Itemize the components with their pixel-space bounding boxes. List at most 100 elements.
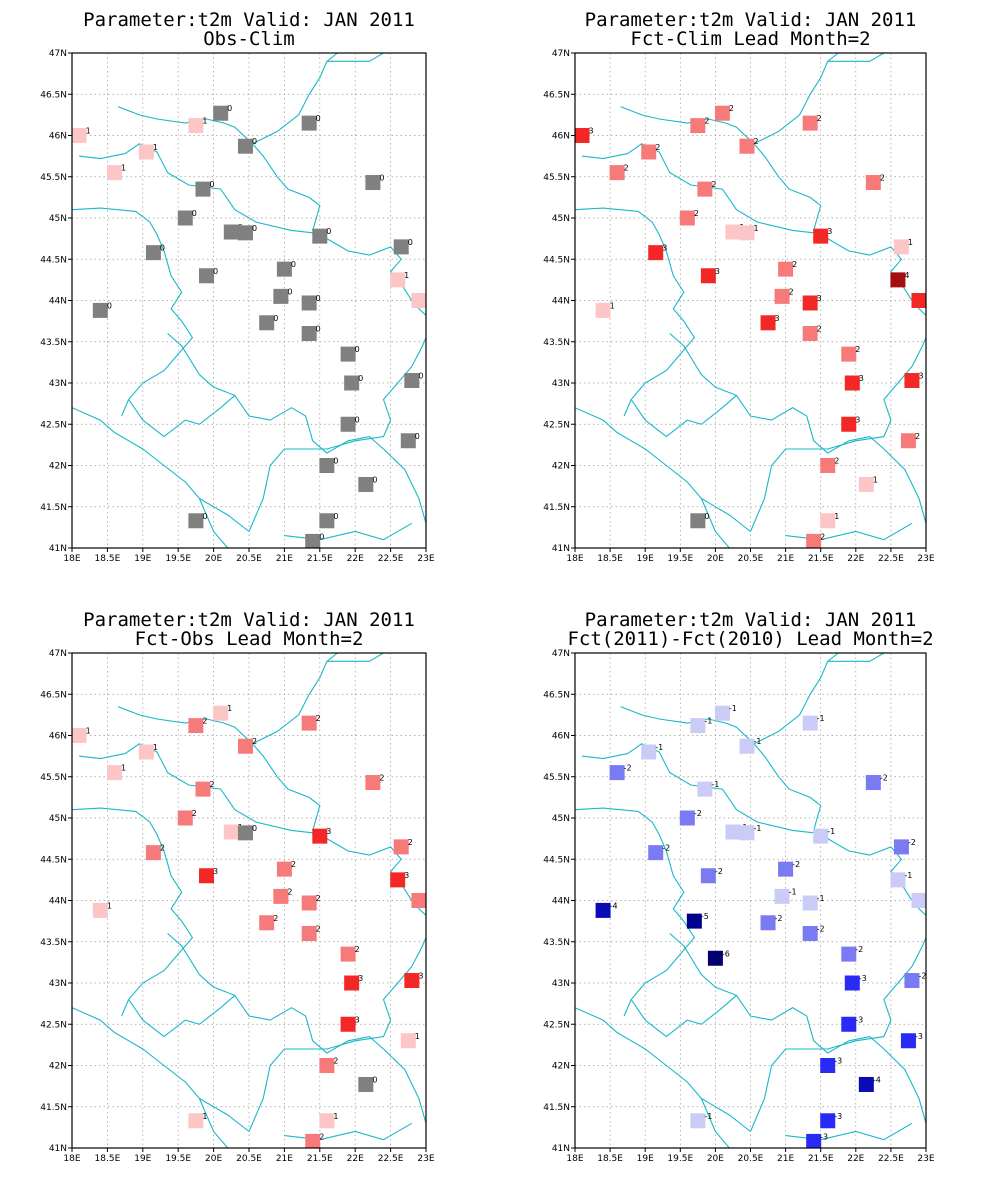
station-value-label: 0 [209, 180, 214, 189]
y-tick-label: 44N [49, 297, 67, 307]
y-tick-label: 45N [552, 814, 570, 824]
station-marker [595, 302, 611, 318]
station-marker [319, 1058, 335, 1073]
y-tick-label: 47N [49, 649, 67, 659]
border-line [117, 706, 426, 916]
border-line [117, 106, 426, 316]
station-marker [714, 105, 730, 121]
station-marker [802, 326, 818, 341]
border-line [167, 333, 384, 454]
station-marker [707, 950, 723, 966]
station-value-label: 2 [729, 104, 734, 113]
border-line [252, 653, 338, 745]
x-tick-label: 19E [134, 554, 151, 564]
border-line [383, 448, 426, 524]
border-line [827, 53, 885, 62]
x-tick-label: 20.5E [236, 1154, 262, 1164]
y-tick-label: 47N [552, 649, 570, 659]
station-marker [739, 225, 755, 241]
x-tick-label: 18E [63, 1154, 80, 1164]
station-value-label: 3 [855, 415, 860, 424]
station-marker [904, 373, 920, 389]
station-value-label: 1 [121, 764, 126, 773]
x-tick-label: 20E [707, 554, 724, 564]
station-value-label: -6 [722, 949, 730, 958]
station-value-label: -2 [880, 774, 888, 783]
station-value-label: 2 [160, 844, 165, 853]
station-value-label: 3 [859, 374, 864, 383]
station-value-label: 1 [86, 127, 91, 136]
station-value-label: 1 [86, 727, 91, 736]
station-marker [358, 1076, 374, 1092]
station-marker [301, 115, 317, 131]
station-marker [92, 302, 108, 318]
y-tick-label: 41N [552, 544, 570, 554]
y-tick-label: 44N [552, 297, 570, 307]
border-line [575, 807, 695, 1017]
border-line [753, 653, 839, 745]
x-tick-label: 22E [847, 1154, 864, 1164]
y-tick-label: 41N [49, 544, 67, 554]
station-marker [774, 888, 790, 904]
panel-title: Parameter:t2m Valid: JAN 2011 [585, 609, 917, 631]
station-marker [400, 1033, 416, 1049]
station-value-label: 3 [827, 227, 832, 236]
station-marker [700, 868, 716, 884]
station-value-label: -3 [820, 1132, 828, 1141]
station-value-label: -1 [753, 737, 761, 746]
station-value-label: 1 [121, 164, 126, 173]
border-line [581, 743, 814, 834]
station-marker [259, 315, 275, 331]
station-marker [841, 416, 857, 432]
station-marker [893, 839, 909, 855]
station-marker [213, 705, 229, 721]
station-value-label: 0 [379, 174, 384, 183]
station-marker [890, 872, 906, 888]
station-marker [858, 476, 874, 492]
station-value-label: 2 [209, 780, 214, 789]
station-value-label: 2 [287, 887, 292, 896]
station-marker [92, 902, 108, 918]
station-marker [806, 533, 822, 548]
x-tick-label: 19E [134, 1154, 151, 1164]
station-marker [411, 893, 426, 908]
station-value-label: 0 [372, 1075, 377, 1084]
station-marker [188, 118, 204, 134]
station-value-label: 2 [817, 325, 822, 334]
station-value-label: -3 [915, 1032, 923, 1041]
y-tick-label: 44.5N [40, 855, 67, 865]
station-marker [301, 295, 317, 311]
border-line [284, 522, 413, 541]
x-tick-label: 18.5E [95, 554, 121, 564]
y-tick-label: 42N [552, 462, 570, 472]
station-value-label: -1 [904, 871, 912, 880]
y-tick-label: 45.5N [40, 773, 67, 783]
station-value-label: 0 [252, 824, 257, 833]
station-marker [648, 245, 664, 261]
station-value-label: 0 [213, 267, 218, 276]
x-tick-label: 18E [566, 554, 583, 564]
station-value-label: 1 [333, 1112, 338, 1121]
border-line [128, 394, 236, 438]
border-line [630, 394, 737, 438]
station-value-label: 0 [273, 314, 278, 323]
station-markers: 1111000000000000011000000000000000 [72, 104, 426, 548]
station-value-label: -2 [624, 764, 632, 773]
station-value-label: -1 [789, 887, 797, 896]
station-value-label: 2 [880, 174, 885, 183]
station-marker [690, 1113, 706, 1129]
x-tick-label: 22.5E [878, 1154, 904, 1164]
y-tick-label: 45N [49, 214, 67, 224]
station-value-label: -3 [834, 1057, 842, 1066]
station-value-label: 0 [408, 238, 413, 247]
station-value-label: 0 [291, 260, 296, 269]
station-marker [760, 315, 776, 331]
map-panel-4: Parameter:t2m Valid: JAN 2011Fct(2011)-F… [543, 609, 935, 1164]
station-marker [237, 738, 253, 754]
panel-subtitle: Fct-Obs Lead Month=2 [135, 628, 364, 650]
station-marker [802, 895, 818, 911]
station-value-label: 2 [202, 717, 207, 726]
station-marker [844, 375, 860, 391]
station-marker [195, 781, 211, 797]
